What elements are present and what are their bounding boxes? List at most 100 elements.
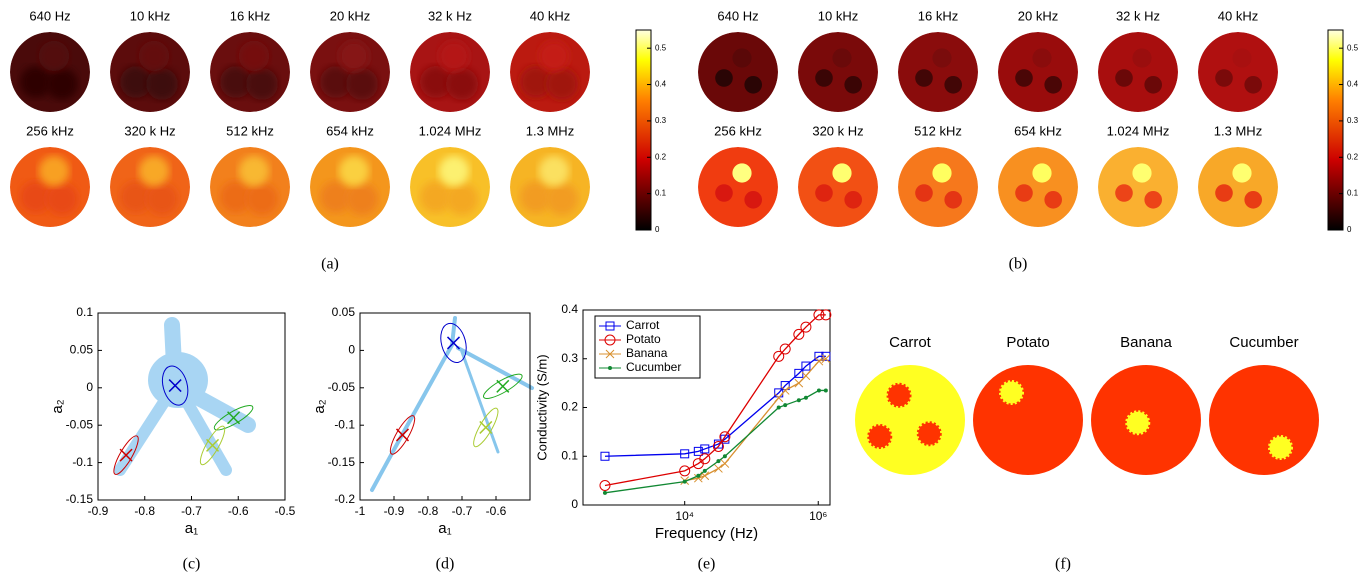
image-label: 512 kHz bbox=[226, 123, 274, 138]
marker bbox=[712, 441, 724, 452]
inclusion bbox=[320, 66, 352, 98]
center-marker bbox=[119, 448, 133, 462]
image bbox=[898, 32, 978, 112]
inclusion bbox=[546, 183, 578, 215]
marker bbox=[794, 378, 804, 388]
legend-label: Potato bbox=[626, 332, 661, 346]
image-background bbox=[998, 147, 1078, 227]
ellipse bbox=[473, 407, 499, 448]
center-marker bbox=[206, 438, 220, 452]
image-label: 320 k Hz bbox=[124, 123, 175, 138]
center-marker bbox=[446, 336, 461, 350]
inclusion bbox=[1144, 76, 1162, 94]
image-background bbox=[898, 147, 978, 227]
inclusion bbox=[138, 155, 170, 187]
colorbar bbox=[635, 29, 652, 231]
image bbox=[898, 147, 978, 227]
x-tick-label: -0.5 bbox=[275, 504, 296, 518]
inclusion bbox=[932, 163, 952, 183]
colorbar-tick-label: 0.3 bbox=[655, 116, 667, 125]
marker bbox=[716, 459, 721, 464]
image-label: 640 Hz bbox=[717, 8, 758, 23]
caption: (c) bbox=[183, 556, 201, 573]
image bbox=[798, 32, 878, 112]
marker bbox=[820, 309, 832, 321]
y-tick-label: 0.4 bbox=[561, 302, 578, 316]
inclusion bbox=[346, 183, 378, 215]
image-background bbox=[1198, 32, 1278, 112]
marker bbox=[776, 405, 781, 410]
marker bbox=[605, 349, 615, 359]
plot-frame bbox=[359, 312, 531, 501]
image bbox=[210, 32, 290, 112]
image-label: 654 kHz bbox=[1014, 123, 1062, 138]
y-tick-label: -0.15 bbox=[328, 455, 356, 469]
cloud-c bbox=[114, 317, 256, 476]
inclusion bbox=[1244, 191, 1262, 209]
inclusion bbox=[744, 76, 762, 94]
inclusion bbox=[120, 181, 152, 213]
caption: (f) bbox=[1055, 556, 1071, 573]
y-tick-label: -0.15 bbox=[66, 492, 94, 506]
inclusion bbox=[38, 155, 70, 187]
image-label: 32 k Hz bbox=[428, 8, 472, 23]
ellipse bbox=[440, 322, 467, 363]
marker bbox=[800, 321, 812, 333]
y-tick-label: 0.1 bbox=[76, 305, 93, 319]
inclusion bbox=[732, 48, 752, 68]
image-background bbox=[798, 32, 878, 112]
image bbox=[110, 147, 190, 227]
inclusion bbox=[715, 184, 733, 202]
ellipse bbox=[213, 405, 254, 431]
inclusion bbox=[346, 68, 378, 100]
y-tick-label: 0.05 bbox=[332, 305, 356, 319]
y-tick-label: -0.05 bbox=[328, 380, 356, 394]
inclusion bbox=[844, 76, 862, 94]
image bbox=[410, 32, 490, 112]
y-tick-label: -0.1 bbox=[72, 455, 93, 469]
image-label: Carrot bbox=[889, 334, 932, 351]
caption: (b) bbox=[1009, 256, 1028, 273]
image-background bbox=[855, 365, 965, 475]
colorbar-tick-label: 0.2 bbox=[655, 152, 667, 161]
inclusion bbox=[815, 69, 833, 87]
marker bbox=[604, 334, 616, 346]
image bbox=[1098, 32, 1178, 112]
inclusion bbox=[1132, 48, 1152, 68]
image-label: 654 kHz bbox=[326, 123, 374, 138]
inclusion bbox=[1032, 48, 1052, 68]
colorbar-tick-label: 0.1 bbox=[1347, 189, 1359, 198]
inclusion bbox=[732, 163, 752, 183]
inclusion bbox=[815, 184, 833, 202]
x-axis-label: a₁ bbox=[438, 520, 451, 537]
inclusion bbox=[438, 155, 470, 187]
inclusion bbox=[20, 181, 52, 213]
inclusion bbox=[886, 382, 912, 408]
marker bbox=[602, 490, 607, 495]
y-tick-label: 0.05 bbox=[70, 343, 94, 357]
marker bbox=[700, 444, 710, 454]
marker bbox=[779, 343, 791, 355]
inclusion bbox=[220, 181, 252, 213]
image-label: 16 kHz bbox=[230, 8, 270, 23]
ellipse bbox=[389, 415, 416, 455]
y-tick-label: 0.2 bbox=[561, 400, 578, 414]
image-label: 320 k Hz bbox=[812, 123, 863, 138]
inclusion bbox=[446, 183, 478, 215]
colorbar-tick-label: 0.3 bbox=[1347, 116, 1359, 125]
inclusion bbox=[146, 183, 178, 215]
image-label: 256 kHz bbox=[26, 123, 74, 138]
inclusion bbox=[420, 181, 452, 213]
y-tick-label: 0 bbox=[348, 343, 355, 357]
inclusion bbox=[1115, 69, 1133, 87]
inclusion bbox=[915, 69, 933, 87]
ellipse bbox=[161, 365, 189, 406]
image-label: 512 kHz bbox=[914, 123, 962, 138]
image-background bbox=[1209, 365, 1319, 475]
inclusion bbox=[438, 40, 470, 72]
x-axis-label: a₁ bbox=[185, 520, 198, 537]
inclusion bbox=[520, 181, 552, 213]
inclusion bbox=[138, 40, 170, 72]
marker bbox=[693, 446, 703, 456]
